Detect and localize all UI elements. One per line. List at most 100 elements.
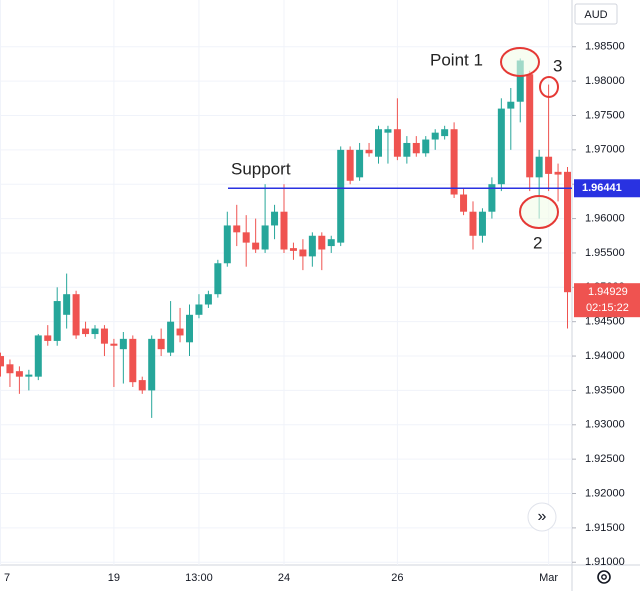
candle-body — [119, 338, 127, 350]
y-tick-label: 1.98000 — [585, 75, 625, 87]
circle-point-2 — [519, 195, 559, 229]
scroll-button[interactable] — [527, 502, 557, 532]
candle-body — [148, 338, 156, 391]
candle-body — [100, 328, 108, 344]
candle-body — [271, 211, 279, 226]
candle-body — [441, 129, 449, 137]
y-tick-label: 1.96000 — [585, 212, 625, 224]
overlay: Point 1 3 2 Support — [228, 47, 572, 252]
candle-body — [186, 314, 193, 343]
candle-body — [526, 74, 534, 178]
y-tick-label: 1.98500 — [585, 41, 625, 53]
candle-body — [280, 211, 288, 250]
candle-body — [110, 343, 118, 346]
candle-body — [15, 371, 23, 377]
gear — [597, 570, 611, 584]
candle-body — [0, 356, 4, 367]
x-tick-label: 24 — [278, 572, 290, 584]
candles — [0, 58, 571, 418]
candle-body — [545, 156, 553, 174]
candle-body — [252, 242, 260, 250]
y-tick-label: 1.91500 — [585, 522, 625, 534]
candle-body — [214, 263, 222, 295]
y-tick-label: 1.97500 — [585, 109, 625, 121]
candle-body — [327, 239, 335, 247]
circle-point-3 — [539, 76, 559, 98]
candle-body — [412, 142, 420, 154]
annotation: 2 — [533, 233, 542, 252]
candle-body — [82, 328, 90, 335]
annotation: Point 1 — [430, 50, 483, 69]
circle-point-1 — [500, 47, 540, 77]
candle-body — [346, 149, 354, 181]
candle-body — [497, 108, 505, 185]
y-tick-label: 1.91000 — [585, 556, 625, 568]
candle-body — [308, 235, 316, 257]
candle-body — [403, 142, 411, 157]
y-tick-label: 1.92000 — [585, 487, 625, 499]
y-tick-label: 1.97000 — [585, 144, 625, 156]
last-price-box — [574, 283, 640, 318]
currency-box[interactable] — [574, 3, 618, 25]
candle-body — [460, 194, 468, 212]
candle-body — [375, 129, 382, 157]
candle-body — [6, 364, 14, 374]
candle-body — [176, 328, 184, 336]
gear-hub — [601, 574, 607, 580]
candle-body — [223, 225, 231, 264]
candle-body — [233, 225, 241, 233]
candle-body — [469, 211, 477, 236]
candle-body — [157, 338, 165, 350]
candle-body — [34, 335, 42, 377]
candle-body — [299, 249, 307, 257]
candle-body — [431, 132, 439, 140]
candle-body — [91, 328, 99, 335]
candle-body — [72, 294, 80, 336]
x-tick-label: Mar — [539, 572, 558, 584]
candle-body — [365, 149, 373, 154]
y-tick-label: 1.92500 — [585, 453, 625, 465]
candle-body — [289, 248, 297, 251]
y-tick-label: 1.94000 — [585, 350, 625, 362]
candle-body — [393, 129, 401, 157]
settings-icon[interactable] — [597, 570, 611, 584]
candle-body — [422, 139, 430, 154]
candle-body — [337, 149, 345, 243]
candle-body — [44, 335, 52, 341]
candle-body — [25, 374, 33, 377]
x-tick-label: 19 — [108, 572, 120, 584]
x-tick-label: 7 — [4, 572, 10, 584]
candle-body — [63, 294, 71, 315]
countdown: 02:15:22 — [586, 302, 629, 314]
x-tick-label: 26 — [391, 572, 403, 584]
candle-body — [261, 225, 269, 250]
support-price: 1.96441 — [582, 182, 622, 194]
candle-body — [242, 232, 250, 243]
candle-body — [564, 171, 571, 293]
candle-body — [488, 184, 496, 212]
candle-body — [516, 60, 524, 102]
y-tick-label: 1.95500 — [585, 247, 625, 259]
candle-body — [129, 338, 137, 383]
support-price-box — [574, 179, 640, 198]
candle-body — [507, 101, 515, 109]
support-label: Support — [231, 160, 291, 179]
candle-body — [554, 171, 562, 175]
annotation: 3 — [553, 56, 562, 75]
candle-body — [167, 321, 175, 353]
candle-body — [53, 301, 61, 341]
last-price: 1.94929 — [588, 286, 628, 298]
candle-body — [450, 129, 458, 195]
scroll-icon: » — [538, 508, 547, 525]
currency: AUD — [584, 9, 607, 21]
candle-body — [535, 156, 543, 178]
candle-body — [138, 380, 146, 391]
y-tick-label: 1.94500 — [585, 316, 625, 328]
candle-body — [384, 129, 392, 133]
candle-body — [356, 149, 364, 178]
y-tick-label: 1.93000 — [585, 419, 625, 431]
y-tick-label: 1.93500 — [585, 384, 625, 396]
candle-body — [318, 235, 326, 250]
